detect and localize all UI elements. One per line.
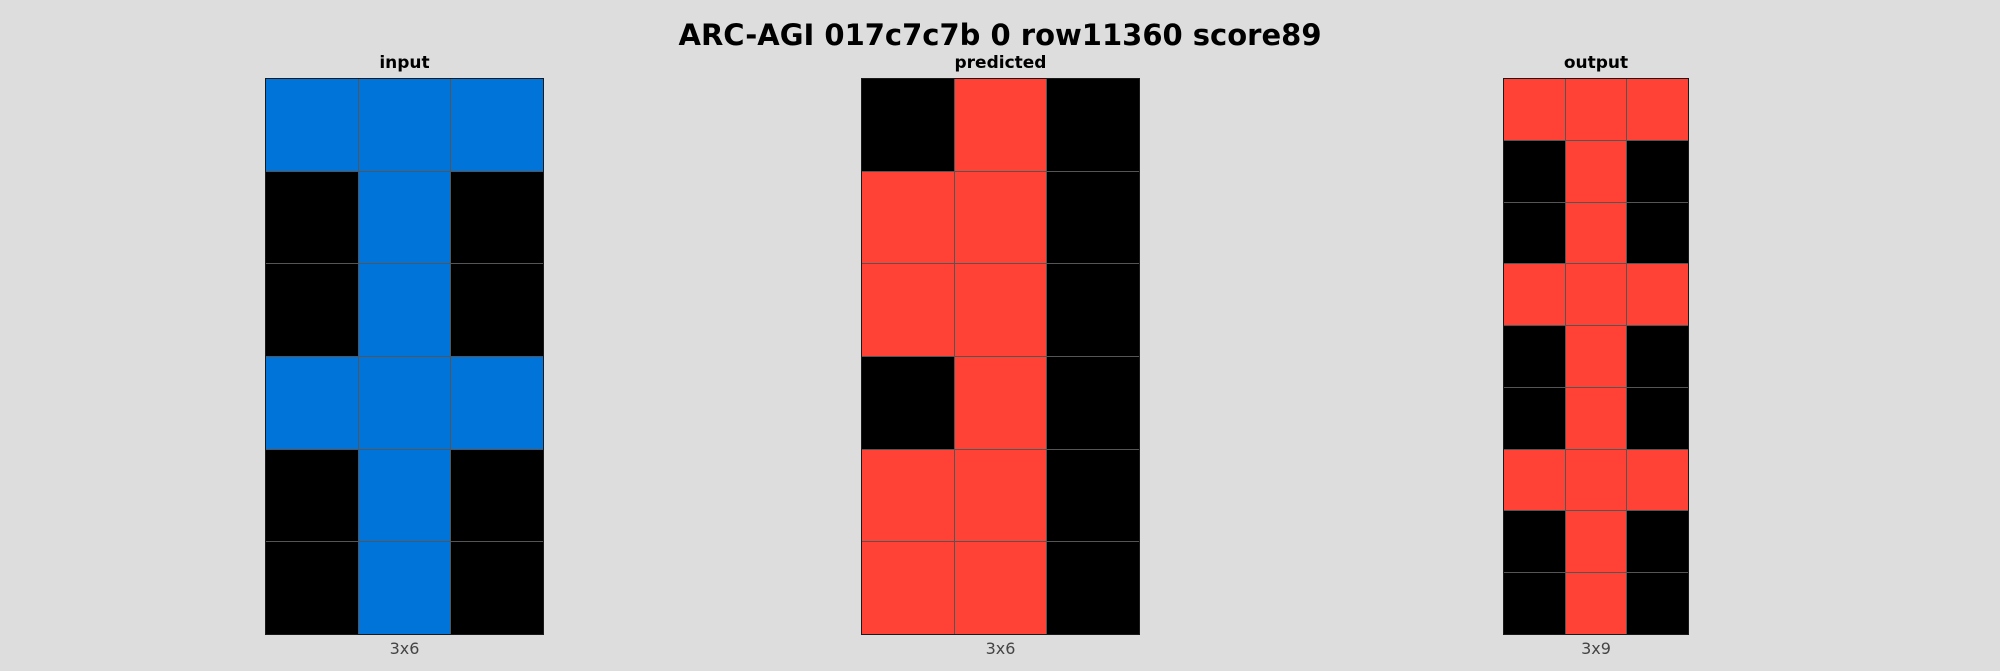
output-cell-r0-c1 [1565, 79, 1627, 140]
output-cell-r3-c2 [1627, 264, 1688, 326]
predicted-cell-r5-c1 [954, 542, 1047, 634]
output-cell-r3-c1 [1565, 264, 1627, 326]
output-cell-r0-c2 [1627, 79, 1688, 140]
predicted-cell-r1-c0 [862, 171, 954, 264]
output-cell-r1-c1 [1565, 140, 1627, 202]
predicted-grid [861, 78, 1140, 635]
predicted-cell-r1-c1 [954, 171, 1047, 264]
input-cell-r5-c2 [451, 542, 543, 634]
output-cell-r6-c2 [1627, 449, 1688, 511]
figure-title: ARC-AGI 017c7c7b 0 row11360 score89 [678, 18, 1322, 52]
input-cell-r2-c0 [266, 264, 358, 356]
input-cell-r0-c0 [266, 79, 358, 171]
output-cell-r2-c1 [1565, 202, 1627, 264]
input-cell-r0-c2 [451, 79, 543, 171]
input-panel: input 3x6 [265, 0, 544, 671]
input-cell-r4-c1 [358, 449, 451, 542]
input-cell-r4-c2 [451, 449, 543, 542]
input-cell-r5-c1 [358, 542, 451, 634]
output-cell-r0-c0 [1504, 79, 1565, 140]
input-panel-title: input [379, 53, 430, 73]
input-cell-r1-c1 [358, 171, 451, 264]
input-cell-r0-c1 [358, 79, 451, 171]
predicted-cell-r4-c0 [862, 449, 954, 542]
predicted-cell-r5-c0 [862, 542, 954, 634]
input-grid [265, 78, 544, 635]
output-cell-r6-c0 [1504, 449, 1565, 511]
output-size-label: 3x9 [1581, 639, 1611, 658]
output-cell-r7-c0 [1504, 511, 1565, 573]
output-cell-r3-c0 [1504, 264, 1565, 326]
predicted-cell-r0-c1 [954, 79, 1047, 171]
output-cell-r4-c2 [1627, 326, 1688, 387]
predicted-panel-title: predicted [954, 53, 1047, 73]
output-cell-r4-c1 [1565, 326, 1627, 387]
output-cell-r4-c0 [1504, 326, 1565, 387]
input-cell-r3-c0 [266, 356, 358, 449]
output-cell-r8-c1 [1565, 573, 1627, 634]
predicted-cell-r3-c1 [954, 356, 1047, 449]
predicted-cell-r3-c2 [1047, 356, 1139, 449]
input-size-label: 3x6 [389, 639, 420, 658]
output-grid [1503, 78, 1689, 635]
predicted-cell-r4-c2 [1047, 449, 1139, 542]
output-cell-r2-c0 [1504, 202, 1565, 264]
predicted-cell-r2-c2 [1047, 264, 1139, 356]
input-cell-r1-c2 [451, 171, 543, 264]
input-cell-r3-c1 [358, 356, 451, 449]
output-cell-r5-c2 [1627, 387, 1688, 449]
output-cell-r8-c2 [1627, 573, 1688, 634]
predicted-cell-r5-c2 [1047, 542, 1139, 634]
input-cell-r2-c2 [451, 264, 543, 356]
predicted-cell-r2-c0 [862, 264, 954, 356]
output-cell-r1-c0 [1504, 140, 1565, 202]
predicted-cell-r0-c2 [1047, 79, 1139, 171]
output-cell-r1-c2 [1627, 140, 1688, 202]
predicted-cell-r2-c1 [954, 264, 1047, 356]
input-cell-r2-c1 [358, 264, 451, 356]
output-cell-r2-c2 [1627, 202, 1688, 264]
output-cell-r6-c1 [1565, 449, 1627, 511]
output-cell-r5-c1 [1565, 387, 1627, 449]
predicted-size-label: 3x6 [985, 639, 1016, 658]
predicted-cell-r1-c2 [1047, 171, 1139, 264]
input-cell-r3-c2 [451, 356, 543, 449]
predicted-cell-r0-c0 [862, 79, 954, 171]
output-panel-title: output [1563, 53, 1629, 73]
predicted-cell-r4-c1 [954, 449, 1047, 542]
predicted-cell-r3-c0 [862, 356, 954, 449]
input-cell-r5-c0 [266, 542, 358, 634]
predicted-panel: predicted 3x6 [861, 0, 1140, 671]
output-cell-r7-c2 [1627, 511, 1688, 573]
input-cell-r4-c0 [266, 449, 358, 542]
input-cell-r1-c0 [266, 171, 358, 264]
output-cell-r7-c1 [1565, 511, 1627, 573]
output-cell-r8-c0 [1504, 573, 1565, 634]
output-panel: output 3x9 [1503, 0, 1689, 671]
output-cell-r5-c0 [1504, 387, 1565, 449]
